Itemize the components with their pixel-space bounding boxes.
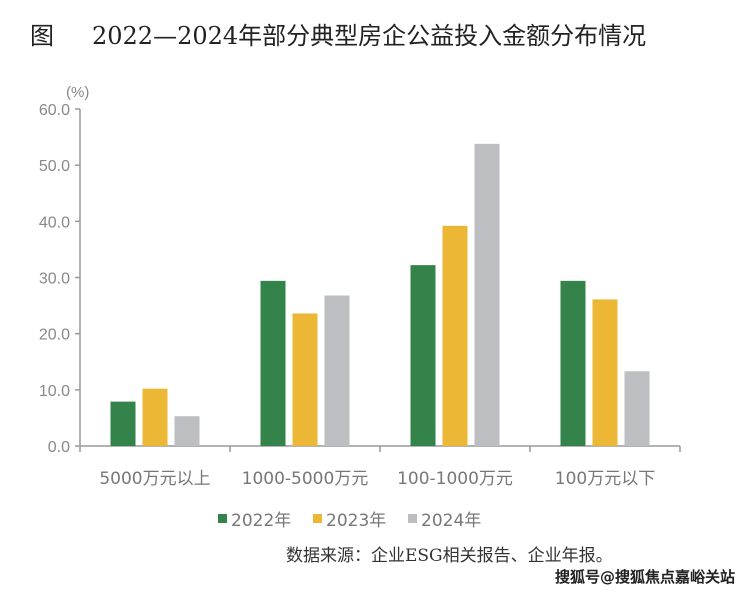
x-tick-label: 1000-5000万元 [242,469,369,489]
x-tick-label: 100万元以下 [555,469,655,489]
bar-2022年-1000-5000万元 [260,280,286,446]
bar-2024年-100万元以下 [624,371,650,446]
y-tick-label: 50.0 [39,158,70,175]
watermark: 搜狐号@搜狐焦点嘉峪关站 [554,568,735,586]
bar-2023年-100万元以下 [592,299,618,446]
legend-label: 2024年 [421,511,481,531]
source-note: 数据来源：企业ESG相关报告、企业年报。 [286,546,613,566]
y-tick-label: 0.0 [48,439,70,456]
y-tick-label: 20.0 [39,327,70,344]
y-tick-label: 40.0 [39,214,70,231]
bar-2022年-100万元以下 [560,280,586,446]
legend-label: 2022年 [231,511,291,531]
bar-2023年-100-1000万元 [442,225,468,446]
legend-swatch [218,514,227,523]
figure-label: 图 [30,22,54,50]
bar-2024年-5000万元以上 [174,416,200,446]
x-tick-label: 100-1000万元 [397,469,513,489]
bar-2023年-5000万元以上 [142,388,168,446]
y-tick-label: 30.0 [39,271,70,288]
title-text: 2022—2024年部分典型房企公益投入金额分布情况 [92,22,647,50]
bar-2022年-5000万元以上 [110,401,136,446]
y-tick-label: 60.0 [39,102,70,119]
y-axis-unit: (%) [66,84,89,101]
bar-2022年-100-1000万元 [410,265,436,446]
legend-label: 2023年 [326,511,386,531]
figure-title: 图 2022—2024年部分典型房企公益投入金额分布情况 [30,16,646,51]
x-tick-label: 5000万元以上 [99,469,210,489]
legend-swatch [313,514,322,523]
bar-2024年-100-1000万元 [474,143,500,446]
bar-2023年-1000-5000万元 [292,313,318,446]
legend-swatch [408,514,417,523]
y-tick-label: 10.0 [39,383,70,400]
bar-2024年-1000-5000万元 [324,295,350,446]
